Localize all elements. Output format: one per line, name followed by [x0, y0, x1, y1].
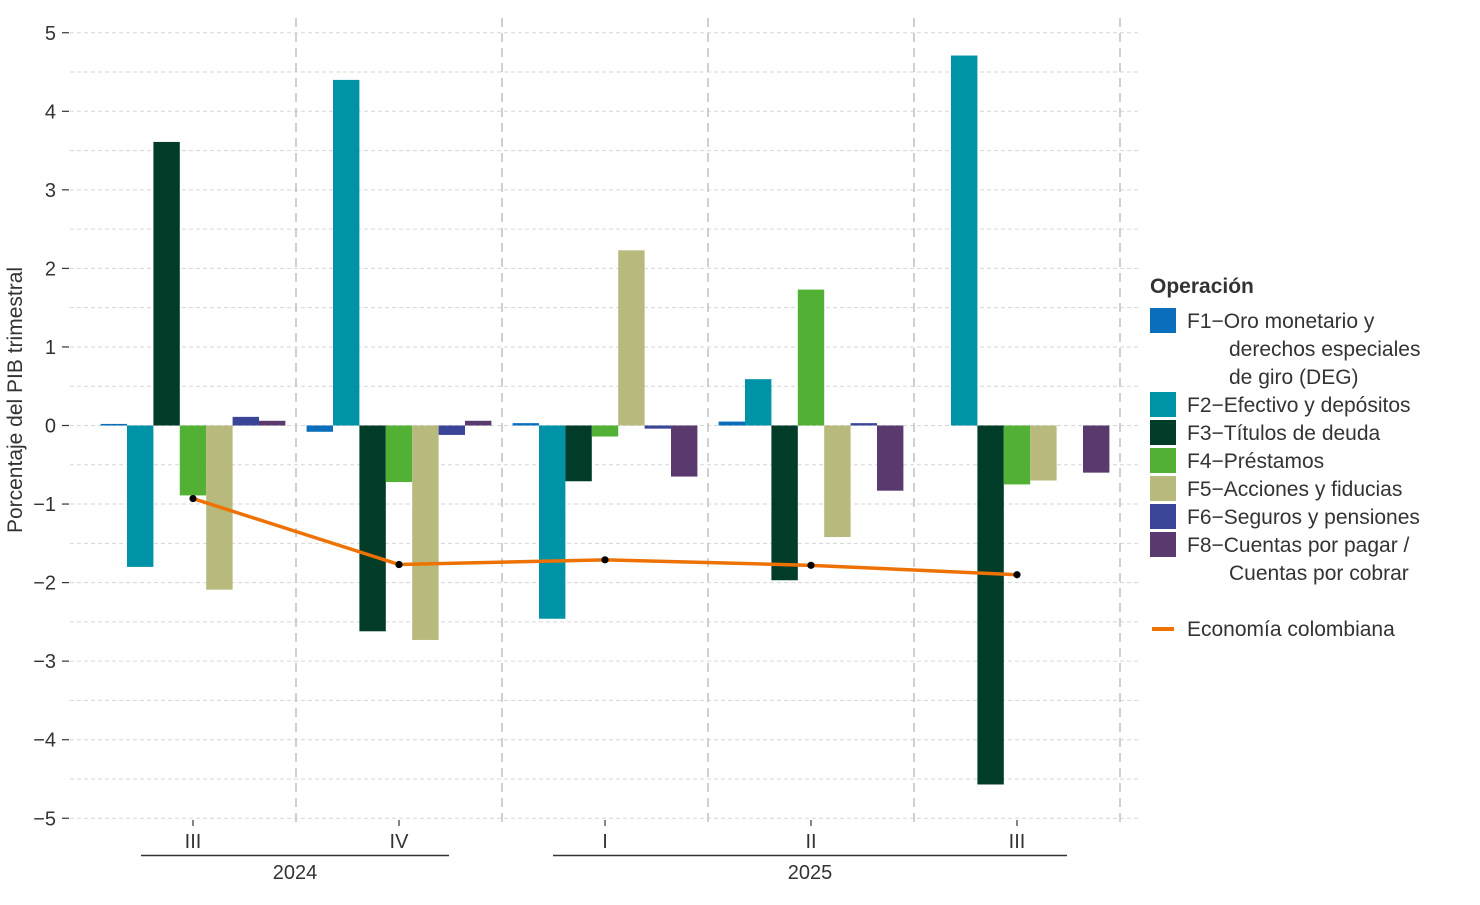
- bar-f1: [100, 423, 127, 426]
- bar-f8: [671, 425, 698, 477]
- bar-f3: [359, 425, 386, 632]
- y-tick-label: −1: [33, 494, 56, 516]
- x-tick-label: IV: [390, 831, 410, 853]
- bar-f4: [797, 289, 825, 426]
- legend-label: Cuentas por cobrar: [1229, 562, 1409, 585]
- bar-f5: [824, 425, 851, 538]
- line-series: [189, 494, 1021, 579]
- bar-f6: [438, 425, 465, 435]
- bar-f6: [850, 423, 877, 426]
- bar-f2: [333, 79, 360, 426]
- x-tick-label: I: [602, 831, 608, 853]
- x-tick-label: III: [1009, 831, 1026, 853]
- bar-f1: [512, 423, 539, 426]
- bar-f3: [565, 425, 592, 482]
- bar-f5: [618, 250, 645, 426]
- bar-f3: [153, 141, 180, 426]
- legend-label: F5−Acciones y fiducias: [1187, 478, 1402, 501]
- bar-f2: [951, 55, 978, 426]
- bar-f8: [877, 425, 904, 491]
- y-tick-label: −5: [33, 808, 56, 830]
- y-tick-label: −3: [33, 651, 56, 673]
- legend-label: F3−Títulos de deuda: [1187, 422, 1381, 445]
- legend: Operación F1−Oro monetario y derechos esp…: [1150, 275, 1420, 641]
- line-point: [1013, 571, 1021, 579]
- x-tick-label: III: [185, 831, 202, 853]
- line-point: [395, 560, 403, 569]
- bar-f2: [127, 425, 154, 567]
- bar-f4: [179, 425, 207, 496]
- legend-label: Economía colombiana: [1187, 618, 1395, 641]
- bar-f8: [1083, 425, 1110, 473]
- line-point: [807, 561, 815, 569]
- y-tick-label: −2: [33, 573, 56, 595]
- y-tick-label: 5: [45, 23, 56, 45]
- bar-f3: [771, 425, 798, 581]
- legend-swatch: [1150, 420, 1176, 445]
- legend-swatch: [1150, 392, 1176, 417]
- y-tick-label: 4: [45, 101, 56, 123]
- bar-f2: [745, 379, 772, 426]
- bar-f6: [644, 425, 671, 429]
- legend-label: F1−Oro monetario y: [1187, 310, 1375, 333]
- y-tick-label: 3: [45, 180, 56, 202]
- legend-label: derechos especiales: [1229, 338, 1420, 361]
- bar-f1: [306, 425, 333, 432]
- bar-f8: [259, 420, 286, 426]
- legend-label: F6−Seguros y pensiones: [1187, 506, 1420, 529]
- legend-swatch: [1150, 448, 1176, 473]
- bar-f5: [1030, 425, 1057, 481]
- legend-label: de giro (DEG): [1229, 366, 1359, 389]
- legend-swatch: [1150, 532, 1176, 557]
- y-tick-label: −4: [33, 730, 56, 752]
- legend-label: F8−Cuentas por pagar /: [1187, 534, 1410, 557]
- y-tick-label: 2: [45, 258, 56, 280]
- bar-f2: [539, 425, 566, 619]
- legend-label: F2−Efectivo y depósitos: [1187, 394, 1411, 417]
- bar-f4: [1003, 425, 1031, 485]
- year-label: 2025: [788, 862, 833, 884]
- bar-f1: [718, 421, 745, 426]
- bar-f4: [591, 425, 619, 437]
- line-point: [189, 494, 197, 503]
- legend-title: Operación: [1150, 275, 1254, 298]
- y-tick-label: 1: [45, 337, 56, 359]
- bar-f8: [465, 420, 492, 426]
- bar-f4: [385, 425, 413, 483]
- legend-swatch: [1150, 476, 1176, 501]
- line-point: [601, 556, 609, 564]
- y-axis: −5 −4 −3 −2 −1 0 1 2 3 4 5: [33, 23, 69, 830]
- bar-f6: [232, 416, 259, 426]
- legend-swatch: [1150, 504, 1176, 529]
- y-axis-label: Porcentaje del PIB trimestral: [4, 267, 27, 533]
- legend-label: F4−Préstamos: [1187, 450, 1324, 473]
- x-tick-label: II: [805, 831, 816, 853]
- legend-swatch: [1150, 308, 1176, 333]
- y-tick-label: 0: [45, 416, 56, 438]
- bar-f5: [412, 425, 439, 640]
- year-label: 2024: [273, 862, 318, 884]
- bar-f3: [977, 425, 1004, 785]
- bars: [100, 55, 1110, 785]
